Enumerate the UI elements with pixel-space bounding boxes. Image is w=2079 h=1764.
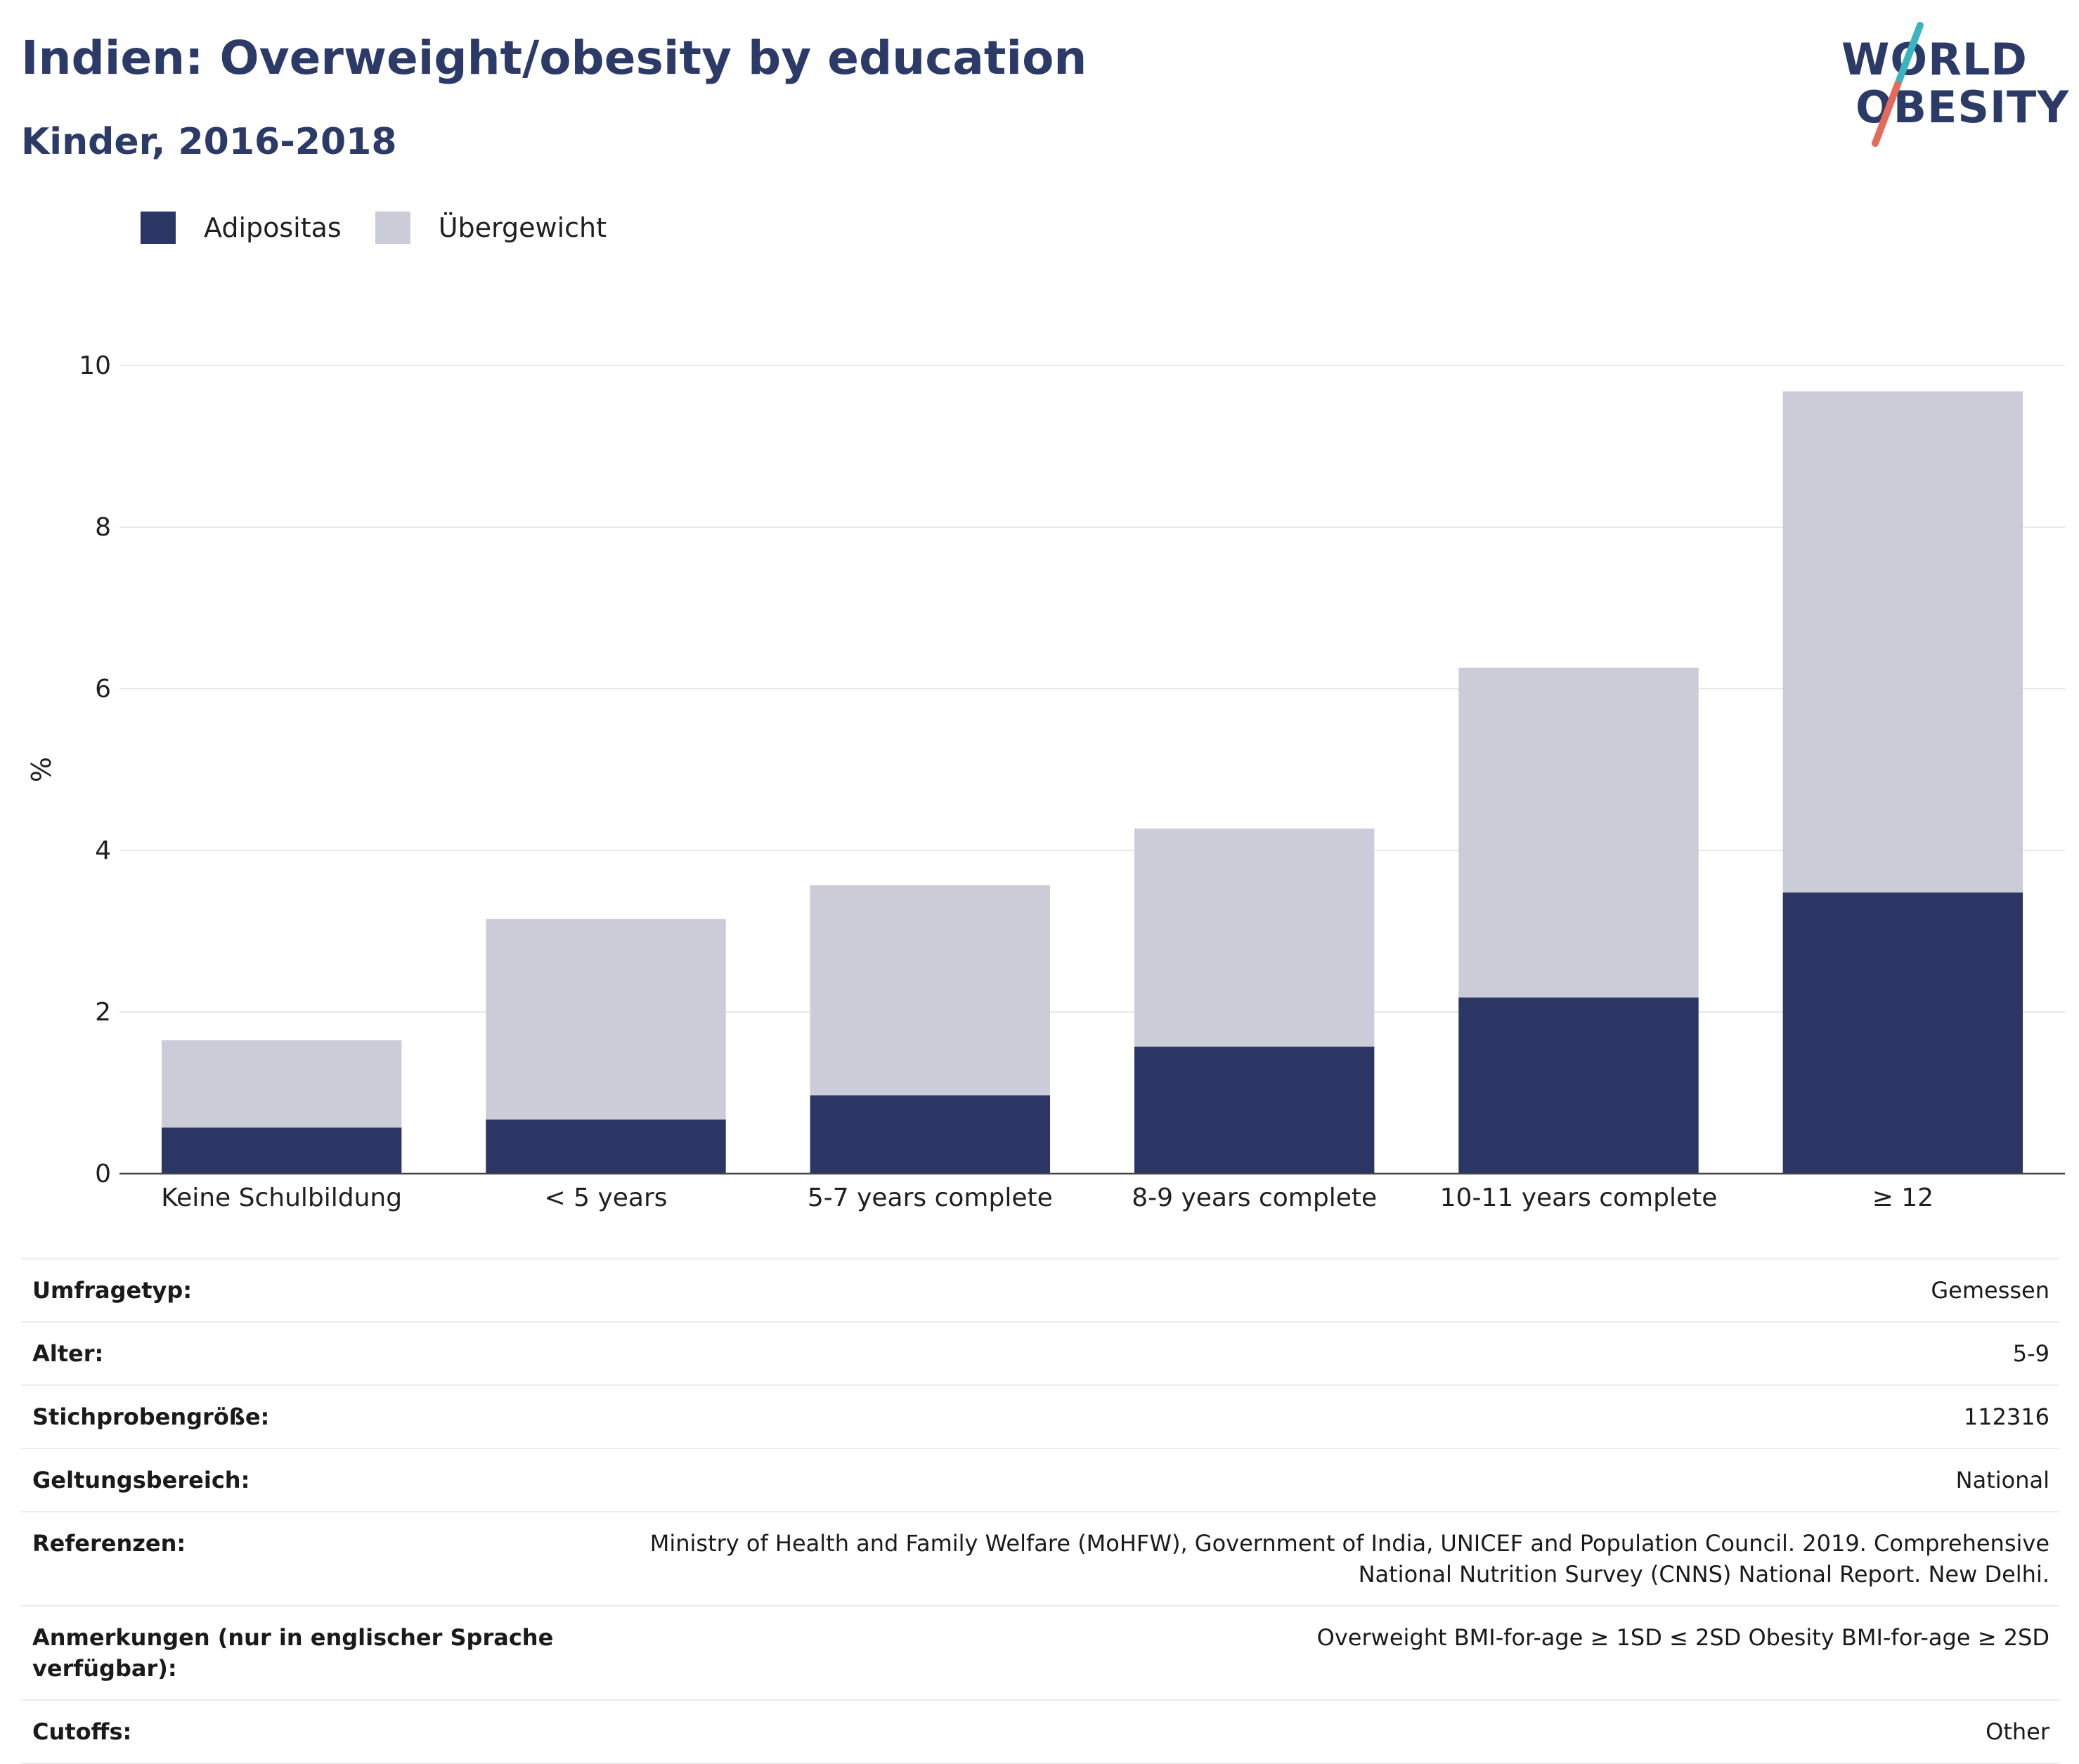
chart-legend: Adipositas Übergewicht [141,208,640,247]
chart-subtitle: Kinder, 2016-2018 [21,121,397,163]
bar-adipositas [810,1095,1051,1174]
legend-label-uebergewicht: Übergewicht [438,212,607,243]
y-axis-title: % [26,757,57,782]
y-tick-label: 10 [79,351,111,380]
info-value: National [1955,1467,2049,1493]
y-tick-label: 0 [95,1160,111,1188]
bar-adipositas [161,1127,402,1174]
bar-uebergewicht [810,885,1051,1096]
info-value: 112316 [1963,1403,2049,1430]
bar-uebergewicht [486,919,726,1120]
logo-line-1: WORLD [1841,34,2028,85]
info-value: Ministry of Health and Family Welfare (M… [649,1530,2049,1588]
bar-adipositas [1458,997,1699,1174]
info-key: Umfragetyp: [32,1277,193,1304]
info-key: Referenzen: [32,1530,186,1557]
x-tick-label: ≥ 12 [1872,1183,1934,1212]
info-value: Gemessen [1931,1277,2049,1304]
info-key: Geltungsbereich: [32,1467,250,1493]
info-row: Referenzen: Ministry of Health and Family… [21,1512,2059,1607]
logo-slash-icon [1872,22,1924,147]
y-tick-label: 6 [95,675,111,703]
info-row: Anmerkungen (nur in englischer Sprache v… [21,1607,2059,1701]
bar-uebergewicht [1134,828,1375,1047]
bar-uebergewicht [161,1040,402,1128]
x-tick-label: 5-7 years complete [808,1183,1053,1212]
info-row: Cutoffs: Other [21,1701,2059,1764]
info-row: Alter: 5-9 [21,1323,2059,1386]
y-tick-label: 8 [95,513,111,542]
x-tick-label: 10-11 years complete [1440,1183,1718,1212]
info-key: Cutoffs: [32,1718,132,1745]
info-row: Geltungsbereich: National [21,1449,2059,1512]
bar-adipositas [1782,892,2023,1174]
info-value: Other [1986,1718,2049,1745]
x-tick-label: < 5 years [544,1183,667,1212]
info-row: Stichprobengröße: 112316 [21,1386,2059,1449]
chart-title: Indien: Overweight/obesity by education [21,31,1087,85]
world-obesity-logo: WORLD OBESITY [1827,21,2068,148]
bar-adipositas [486,1119,726,1174]
info-value: 5-9 [2012,1340,2049,1367]
legend-swatch-adipositas [141,212,176,244]
stacked-bar-chart: 0 2 4 6 8 10% Keine Schulbildung < 5 years 5-7 y… [26,351,2065,1212]
info-value: Overweight BMI-for-age ≥ 1SD ≤ 2SD Obesi… [1316,1624,2049,1651]
survey-info-table: Umfragetyp: Gemessen Alter: 5-9 Stichprobeng… [21,1258,2059,1764]
x-tick-label: 8-9 years complete [1132,1183,1377,1212]
bar-adipositas [1134,1046,1375,1174]
legend-item-adipositas[interactable]: Adipositas [141,212,342,244]
legend-swatch-uebergewicht [375,212,410,244]
y-tick-label: 2 [95,998,111,1027]
x-tick-label: Keine Schulbildung [161,1183,402,1212]
legend-label-adipositas: Adipositas [204,212,342,243]
bar-uebergewicht [1458,668,1699,998]
y-tick-label: 4 [95,836,111,865]
info-key: Stichprobengröße: [32,1403,270,1430]
info-row: Umfragetyp: Gemessen [21,1259,2059,1323]
info-key: Alter: [32,1340,104,1367]
legend-item-uebergewicht[interactable]: Übergewicht [375,212,607,244]
bar-uebergewicht [1782,391,2023,893]
info-key: Anmerkungen (nur in englischer Sprache v… [32,1624,554,1682]
